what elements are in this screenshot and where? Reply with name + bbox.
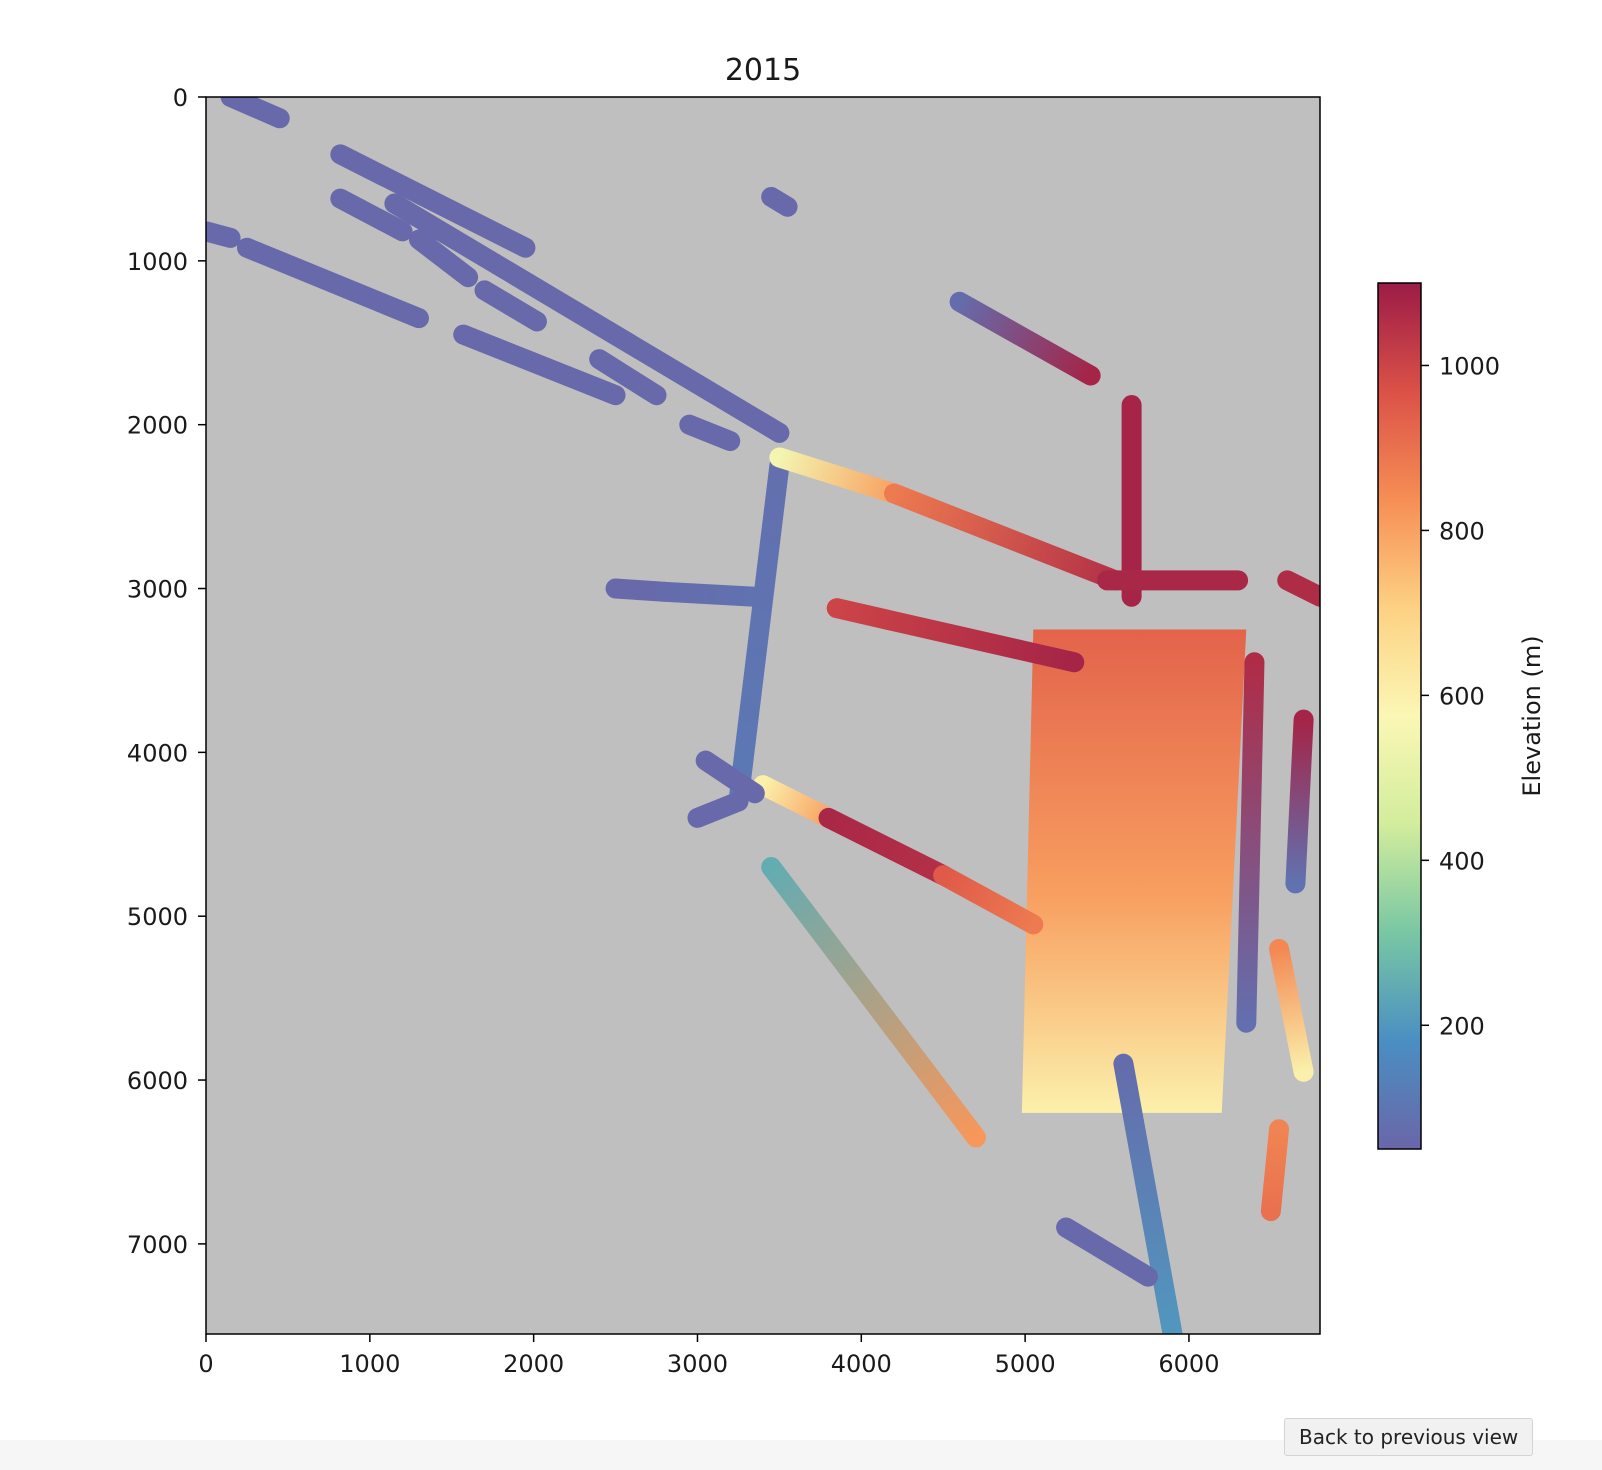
flight-track (1269, 938, 1314, 1082)
x-tick-label: 0 (198, 1350, 213, 1378)
chart-figure: 2015 0 1000 2000 3000 4000 5000 6000 010002000… (127, 53, 1546, 1378)
flight-track (1260, 1119, 1290, 1222)
flight-track (384, 193, 790, 443)
x-tick-label: 5000 (995, 1350, 1056, 1378)
flight-track (728, 455, 790, 812)
flight-track (220, 97, 290, 129)
flight-track (1236, 652, 1265, 1033)
x-tick-label: 6000 (1158, 1350, 1219, 1378)
chart-title: 2015 (725, 53, 801, 88)
plot-frame (205, 96, 1321, 1335)
flight-track (1285, 709, 1314, 894)
colorbar-tick-label: 600 (1439, 682, 1485, 710)
y-tick-label: 0 (173, 84, 188, 112)
flight-track (1056, 1217, 1158, 1287)
colorbar (1377, 282, 1422, 1150)
colorbar-axis: 200 400 600 800 1000 (1421, 352, 1500, 1040)
colorbar-tick-label: 400 (1439, 847, 1485, 875)
flight-track (949, 291, 1101, 386)
x-tick-label: 3000 (667, 1350, 728, 1378)
flight-track (695, 750, 765, 804)
y-tick-label: 3000 (127, 576, 188, 604)
y-tick-label: 2000 (127, 412, 188, 440)
flight-track (589, 349, 667, 406)
y-tick-label: 4000 (127, 739, 188, 767)
x-tick-label: 2000 (503, 1350, 564, 1378)
y-axis: 0 1000 2000 3000 4000 5000 6000 7000 (127, 84, 206, 1259)
x-tick-label: 1000 (339, 1350, 400, 1378)
flight-track (769, 447, 905, 504)
back-to-previous-view-button[interactable]: Back to previous view (1284, 1418, 1534, 1456)
flight-track (933, 865, 1044, 935)
flight-track (818, 807, 954, 886)
elevation-data-layer (206, 97, 1320, 1334)
flight-track (330, 144, 536, 258)
flight-track (1277, 570, 1320, 607)
flight-track (408, 229, 479, 288)
flight-track (761, 186, 798, 217)
colorbar-label: Elevation (m) (1518, 635, 1546, 796)
y-tick-label: 7000 (127, 1231, 188, 1259)
flight-track (474, 280, 547, 332)
flight-track (687, 791, 749, 828)
x-axis: 0 1000 2000 3000 4000 5000 6000 (198, 1334, 1219, 1378)
surface-block (1021, 629, 1247, 1113)
flight-track (453, 324, 626, 406)
y-tick-label: 5000 (127, 903, 188, 931)
flight-track (884, 483, 1126, 591)
flight-track (654, 581, 765, 607)
x-tick-label: 4000 (831, 1350, 892, 1378)
y-tick-label: 6000 (127, 1067, 188, 1095)
y-tick-label: 1000 (127, 248, 188, 276)
flight-track (1113, 1053, 1183, 1334)
flight-track (679, 414, 741, 452)
flight-track (330, 188, 413, 242)
flight-track (753, 775, 839, 828)
flight-track (826, 598, 1085, 673)
flight-track (206, 221, 241, 248)
colorbar-tick-label: 800 (1439, 517, 1485, 545)
flight-track (236, 237, 429, 329)
flight-track (761, 857, 986, 1148)
colorbar-tick-label: 200 (1439, 1012, 1485, 1040)
colorbar-tick-label: 1000 (1439, 352, 1500, 380)
